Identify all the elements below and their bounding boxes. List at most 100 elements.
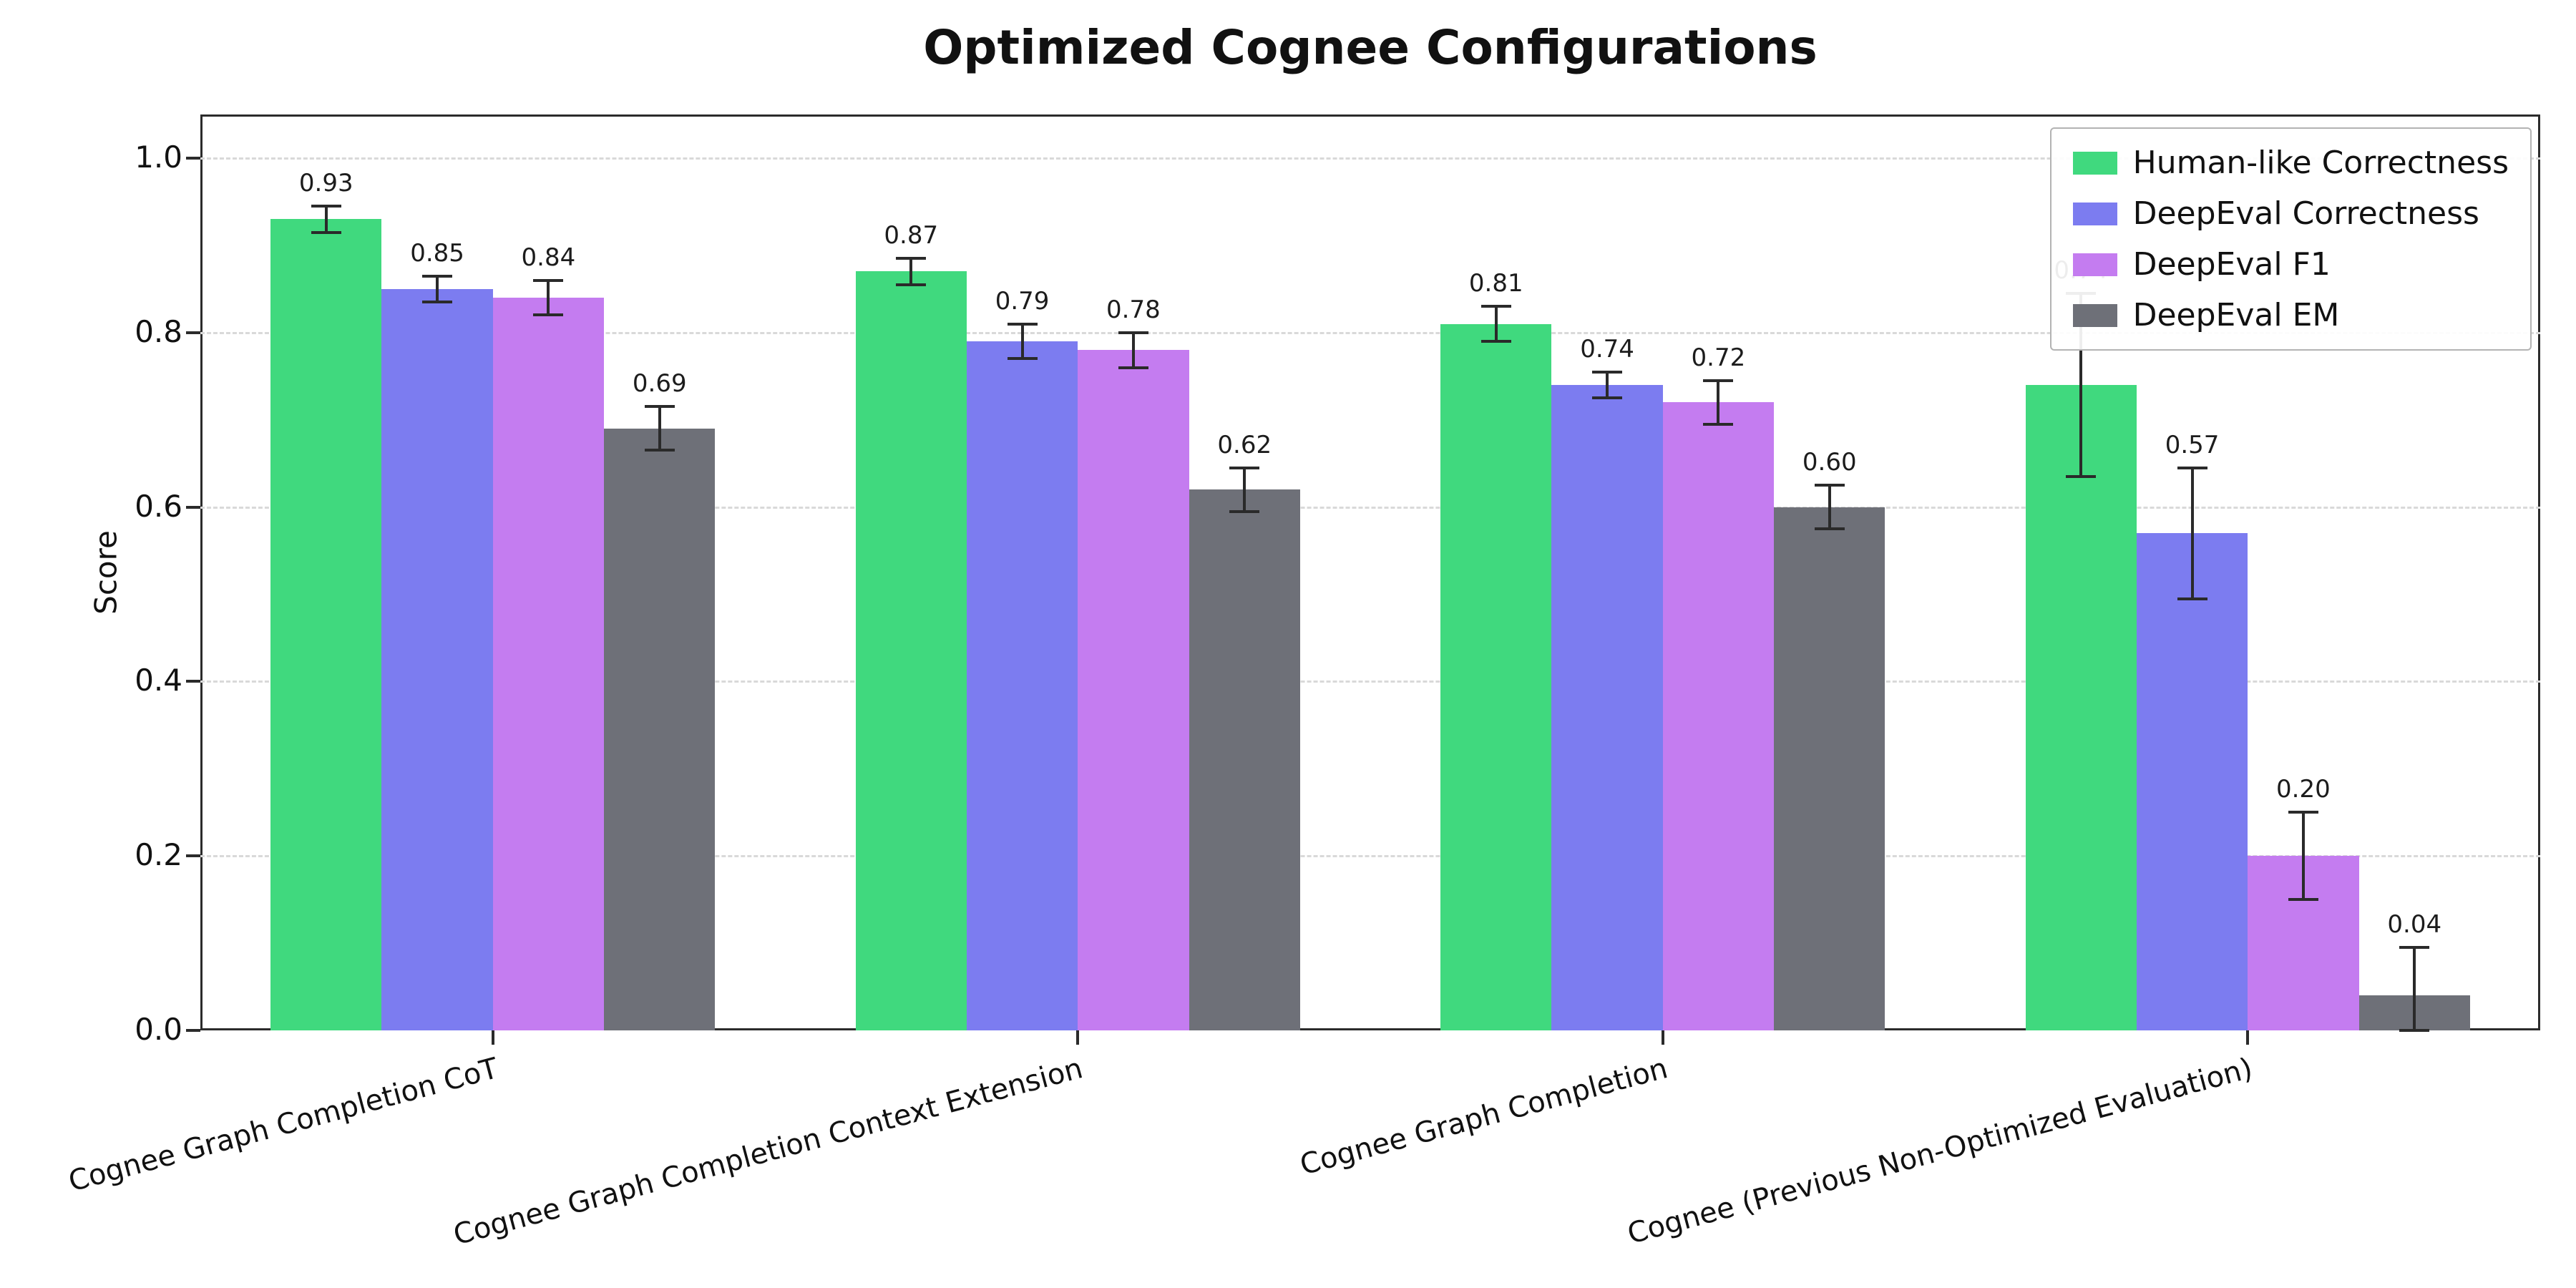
y-tick-mark	[186, 331, 200, 334]
legend-label: DeepEval F1	[2132, 246, 2331, 283]
error-bar-cap-top	[2177, 466, 2207, 469]
gridline	[200, 506, 2540, 509]
error-bar-cap-top	[311, 205, 341, 208]
error-bar-cap-bottom	[1007, 357, 1038, 361]
legend-swatch	[2072, 303, 2117, 327]
x-tick-mark	[491, 1030, 494, 1045]
error-bar-cap-bottom	[2288, 898, 2318, 902]
legend-label: DeepEval Correctness	[2132, 195, 2479, 232]
error-bar-cap-top	[1703, 379, 1734, 382]
y-tick-label: 1.0	[135, 139, 182, 175]
x-tick-label: Cognee (Previous Non-Optimized Evaluatio…	[1624, 1052, 2257, 1251]
error-bar-cap-bottom	[533, 313, 564, 317]
x-tick-mark	[2246, 1030, 2250, 1045]
value-label: 0.04	[2387, 910, 2442, 940]
error-bar-cap-bottom	[1814, 527, 1845, 531]
value-label: 0.62	[1217, 430, 1272, 459]
error-bar-cap-top	[1480, 305, 1511, 308]
value-label: 0.74	[1580, 334, 1634, 364]
error-bar-cap-bottom	[2066, 474, 2097, 478]
error-bar-cap-top	[1118, 331, 1148, 334]
error-bar-line	[658, 406, 661, 451]
gridline	[200, 331, 2540, 334]
x-tick-mark	[1076, 1030, 1080, 1045]
error-bar-line	[324, 206, 328, 233]
error-bar-cap-bottom	[1229, 509, 1260, 513]
value-label: 0.20	[2276, 775, 2331, 804]
y-tick-mark	[186, 680, 200, 683]
error-bar-line	[1717, 380, 1720, 424]
value-label: 0.81	[1468, 269, 1523, 298]
value-label: 0.69	[632, 369, 687, 399]
bar	[1662, 402, 1775, 1030]
bar	[492, 298, 605, 1030]
chart-title: Optimized Cognee Configurations	[923, 20, 1818, 75]
bar	[1551, 384, 1663, 1030]
error-bar-line	[1243, 467, 1246, 512]
bar	[1774, 507, 1885, 1030]
error-bar-cap-top	[896, 257, 927, 260]
bar	[855, 271, 967, 1030]
value-label: 0.85	[410, 238, 464, 268]
error-bar-cap-bottom	[2177, 597, 2207, 600]
y-axis-label: Score	[88, 530, 124, 615]
legend-swatch	[2072, 202, 2117, 225]
error-bar-cap-top	[1229, 466, 1260, 469]
y-tick-label: 0.8	[135, 313, 182, 349]
y-tick-label: 0.2	[135, 837, 182, 873]
legend-item: DeepEval EM	[2072, 297, 2509, 333]
value-label: 0.79	[995, 286, 1050, 316]
legend: Human-like Correctness DeepEval Correctne…	[2049, 127, 2532, 351]
error-bar-cap-bottom	[2399, 1029, 2430, 1032]
legend-item: DeepEval Correctness	[2072, 195, 2509, 232]
error-bar-cap-bottom	[644, 449, 675, 452]
error-bar-cap-top	[1007, 322, 1038, 326]
x-tick-label: Cognee Graph Completion	[1297, 1052, 1672, 1182]
bar	[1189, 489, 1300, 1030]
value-label: 0.93	[298, 169, 353, 197]
error-bar-cap-top	[422, 274, 453, 278]
error-bar-line	[1606, 371, 1609, 399]
legend-item: Human-like Correctness	[2072, 145, 2509, 181]
error-bar-cap-bottom	[422, 301, 453, 304]
error-bar-cap-bottom	[896, 283, 927, 286]
error-bar-cap-bottom	[1480, 339, 1511, 343]
value-label: 0.57	[2165, 430, 2220, 459]
value-label: 0.87	[884, 221, 939, 250]
y-tick-label: 0.0	[135, 1012, 182, 1047]
error-bar-line	[2413, 947, 2416, 1030]
y-tick-label: 0.4	[135, 663, 182, 698]
bar	[1440, 323, 1552, 1030]
error-bar-cap-top	[1814, 484, 1845, 487]
y-tick-mark	[186, 505, 200, 509]
error-bar-cap-bottom	[1118, 366, 1148, 369]
y-tick-mark	[186, 156, 200, 160]
legend-label: Human-like Correctness	[2132, 145, 2509, 181]
gridline	[200, 157, 2540, 160]
error-bar-cap-bottom	[311, 230, 341, 234]
x-tick-mark	[1661, 1030, 1664, 1045]
x-tick-label: Cognee Graph Completion CoT	[64, 1052, 502, 1199]
legend-swatch	[2072, 253, 2117, 276]
error-bar-cap-bottom	[1592, 396, 1623, 400]
value-label: 0.78	[1106, 295, 1161, 324]
error-bar-cap-top	[2288, 811, 2318, 814]
bar	[1078, 350, 1189, 1030]
value-label: 0.60	[1802, 448, 1857, 477]
gridline	[200, 855, 2540, 858]
error-bar-line	[2079, 293, 2083, 477]
y-tick-mark	[186, 854, 200, 858]
error-bar-line	[547, 280, 550, 316]
error-bar-line	[2301, 812, 2305, 900]
bar	[270, 219, 382, 1030]
y-tick-label: 0.6	[135, 488, 182, 524]
error-bar-cap-bottom	[1703, 422, 1734, 426]
bar	[966, 341, 1078, 1030]
error-bar-line	[436, 275, 439, 303]
legend-label: DeepEval EM	[2132, 297, 2340, 333]
error-bar-line	[1131, 332, 1135, 368]
error-bar-cap-top	[1592, 370, 1623, 374]
y-tick-mark	[186, 1029, 200, 1032]
value-label: 0.72	[1691, 343, 1746, 372]
